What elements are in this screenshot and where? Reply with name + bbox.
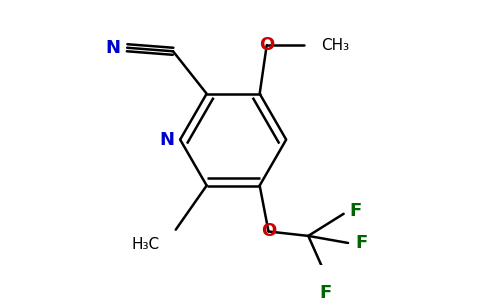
Text: F: F bbox=[350, 202, 362, 220]
Text: H₃C: H₃C bbox=[132, 237, 160, 252]
Text: F: F bbox=[355, 234, 367, 252]
Text: N: N bbox=[160, 130, 175, 148]
Text: N: N bbox=[105, 39, 120, 57]
Text: O: O bbox=[259, 36, 274, 54]
Text: O: O bbox=[261, 223, 276, 241]
Text: CH₃: CH₃ bbox=[321, 38, 349, 52]
Text: F: F bbox=[320, 284, 332, 300]
